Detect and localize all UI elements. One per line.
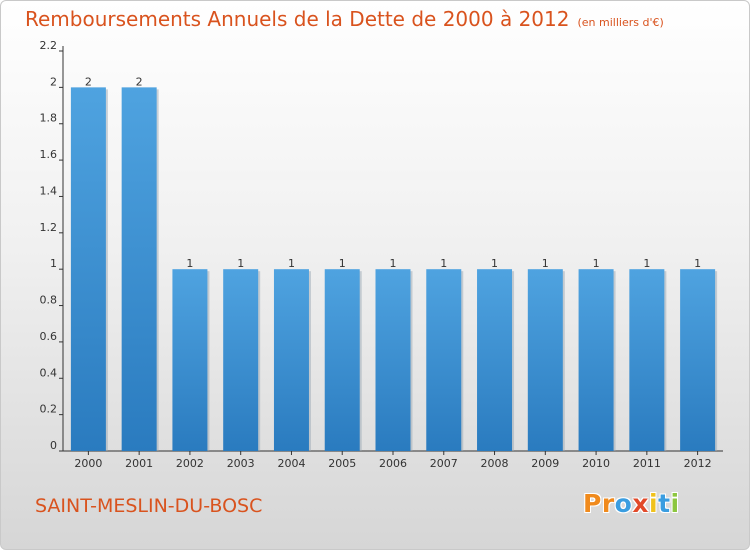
commune-name: SAINT-MESLIN-DU-BOSC (35, 495, 263, 517)
y-tick-label: 0.2 (40, 403, 58, 416)
y-tick-label: 1.4 (40, 184, 58, 197)
logo-letter: i (670, 489, 680, 518)
y-tick-label: 1.8 (40, 112, 58, 125)
y-tick-label: 1.2 (40, 221, 58, 234)
x-tick-label: 2004 (277, 457, 305, 470)
proxiti-logo: Proxiti (583, 489, 680, 518)
data-label: 2 (136, 75, 143, 88)
bar (680, 269, 716, 451)
x-tick-label: 2003 (227, 457, 255, 470)
x-tick-label: 2007 (430, 457, 458, 470)
bar (426, 269, 462, 451)
chart-title-text: Remboursements Annuels de la Dette de 20… (25, 7, 570, 31)
logo-letter: i (649, 489, 659, 518)
y-tick-label: 2 (50, 75, 57, 88)
x-tick-label: 2010 (582, 457, 610, 470)
y-tick-label: 0.6 (40, 330, 58, 343)
bar (629, 269, 665, 451)
x-tick-label: 2009 (531, 457, 559, 470)
logo-letter: x (632, 489, 649, 518)
data-label: 1 (542, 257, 549, 270)
x-tick-label: 2006 (379, 457, 407, 470)
bar (172, 269, 208, 451)
x-tick-label: 2002 (176, 457, 204, 470)
data-label: 1 (390, 257, 397, 270)
logo-letter: t (658, 489, 671, 518)
bar (273, 269, 309, 451)
data-label: 1 (491, 257, 498, 270)
chart-subtitle: (en milliers d'€) (577, 16, 664, 29)
logo-letter: o (614, 489, 633, 518)
data-label: 2 (85, 75, 92, 88)
bar (578, 269, 614, 451)
y-tick-label: 1.6 (40, 148, 58, 161)
logo-letter: r (601, 489, 615, 518)
data-label: 1 (186, 257, 193, 270)
x-tick-label: 2005 (328, 457, 356, 470)
bar (527, 269, 563, 451)
bar (223, 269, 259, 451)
bar (324, 269, 360, 451)
bar (70, 87, 106, 451)
data-label: 1 (237, 257, 244, 270)
x-tick-label: 2001 (125, 457, 153, 470)
x-tick-label: 2008 (481, 457, 509, 470)
x-tick-label: 2000 (74, 457, 102, 470)
data-label: 1 (339, 257, 346, 270)
y-tick-label: 1 (50, 257, 57, 270)
y-tick-label: 2.2 (40, 39, 58, 52)
data-label: 1 (694, 257, 701, 270)
data-label: 1 (440, 257, 447, 270)
y-tick-label: 0.4 (40, 366, 58, 379)
x-tick-label: 2011 (633, 457, 661, 470)
bar (121, 87, 157, 451)
bar (375, 269, 411, 451)
data-label: 1 (593, 257, 600, 270)
chart-title: Remboursements Annuels de la Dette de 20… (25, 7, 664, 31)
logo-letter: P (583, 489, 602, 518)
y-tick-label: 0.8 (40, 294, 58, 307)
bar (477, 269, 513, 451)
x-tick-label: 2012 (684, 457, 712, 470)
data-label: 1 (288, 257, 295, 270)
data-label: 1 (643, 257, 650, 270)
y-tick-label: 0 (50, 439, 57, 452)
